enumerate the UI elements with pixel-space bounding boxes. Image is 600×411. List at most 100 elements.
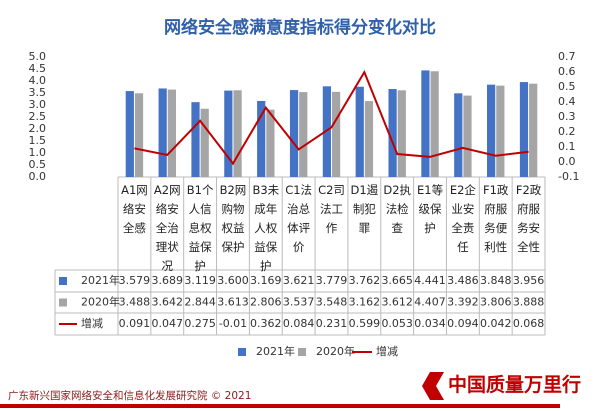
table-legend-key <box>59 277 67 285</box>
bar <box>519 82 529 177</box>
x-tick-label: F2政府服务安全性 <box>515 183 542 254</box>
table-value: 3.612 <box>381 296 413 309</box>
table-value: 3.169 <box>250 274 282 287</box>
bar <box>364 101 374 177</box>
bar <box>454 93 463 177</box>
table-value: -0.01 <box>219 317 247 330</box>
bar <box>397 90 406 177</box>
bar <box>289 90 299 177</box>
legend-label: 2020年 <box>316 344 355 358</box>
bar <box>167 89 176 177</box>
table-value: 3.779 <box>316 274 348 287</box>
table-row-label: 增减 <box>81 316 103 330</box>
table-value: 3.548 <box>316 296 348 309</box>
y-tick-label: 2.0 <box>29 122 47 135</box>
bar <box>463 95 472 177</box>
table-value: 3.642 <box>152 296 184 309</box>
table-value: 0.231 <box>316 317 348 330</box>
x-tick-label: C2司法工作 <box>318 183 345 235</box>
bar <box>125 91 134 177</box>
table-value: 0.047 <box>152 317 184 330</box>
footer-bar <box>0 404 560 408</box>
legend-label: 2021年 <box>256 344 295 358</box>
table-value: 0.091 <box>119 317 151 330</box>
table-value: 3.621 <box>283 274 315 287</box>
bar <box>299 92 308 177</box>
bar <box>191 102 200 177</box>
footer-text: 广东新兴国家网络安全和信息化发展研究院 © 2021 <box>8 389 251 402</box>
bar <box>224 90 233 177</box>
y-tick-label: 2.5 <box>29 110 47 123</box>
bar <box>487 84 496 177</box>
legend-key <box>298 348 306 356</box>
table-value: 0.034 <box>414 317 446 330</box>
table-value: 3.579 <box>119 274 151 287</box>
table-value: 3.537 <box>283 296 315 309</box>
bar <box>332 91 341 177</box>
y2-tick-label: 0.6 <box>558 65 576 78</box>
y2-tick-label: 0.5 <box>558 80 576 93</box>
table-value: 3.888 <box>513 296 545 309</box>
x-tick-label: A2网络安全治理状况 <box>153 183 181 273</box>
x-tick-label: B2网购物权益保护 <box>219 183 247 254</box>
bar <box>496 85 505 177</box>
y-tick-label: 5.0 <box>29 50 47 63</box>
table-value: 3.119 <box>184 274 216 287</box>
bar <box>200 108 209 177</box>
x-tick-label: A1网络安全感 <box>121 183 148 235</box>
chart-title: 网络安全感满意度指标得分变化对比 <box>164 17 436 38</box>
table-value: 3.848 <box>480 274 512 287</box>
table-value: 0.042 <box>480 317 512 330</box>
table-value: 0.084 <box>283 317 315 330</box>
table-value: 3.956 <box>513 274 545 287</box>
line <box>134 69 529 166</box>
legend-key <box>238 348 246 356</box>
table-value: 0.053 <box>381 317 413 330</box>
x-tick-label: F1政府服务便利性 <box>483 183 509 254</box>
table-value: 0.599 <box>349 317 381 330</box>
y-tick-label: 4.0 <box>29 74 47 87</box>
x-tick-label: D1遏制犯罪 <box>350 183 379 235</box>
table-row-label: 2021年 <box>81 273 120 287</box>
legend-label: 增减 <box>376 344 398 358</box>
y-tick-label: 3.5 <box>29 86 47 99</box>
y-tick-label: 1.0 <box>29 146 47 159</box>
bar <box>233 90 242 177</box>
bar <box>257 100 266 177</box>
table-value: 3.488 <box>119 296 151 309</box>
y2-tick-label: 0.3 <box>558 110 576 123</box>
table-value: 3.392 <box>447 296 479 309</box>
table-value: 0.068 <box>513 317 545 330</box>
y-tick-label: 0.0 <box>29 170 47 183</box>
y-tick-label: 0.5 <box>29 158 47 171</box>
table-value: 3.762 <box>349 274 381 287</box>
table-value: 0.094 <box>447 317 479 330</box>
y2-tick-label: -0.1 <box>558 170 579 183</box>
y2-tick-label: 0.2 <box>558 125 576 138</box>
bar <box>158 88 167 177</box>
table-value: 3.613 <box>217 296 249 309</box>
x-tick-label: B3未成年人权益保护 <box>252 183 280 273</box>
y2-tick-label: 0.7 <box>558 50 576 63</box>
x-tick-label: E2企业安全责任 <box>449 183 476 254</box>
y-tick-label: 4.5 <box>29 62 47 75</box>
bar <box>355 86 364 177</box>
table-legend-key <box>59 298 67 307</box>
table-value: 0.275 <box>184 317 216 330</box>
bar <box>430 71 439 177</box>
y2-tick-label: 0.0 <box>558 155 576 168</box>
bar <box>322 86 331 177</box>
y-tick-label: 1.5 <box>29 134 47 147</box>
table-value: 0.362 <box>250 317 282 330</box>
table-value: 2.844 <box>184 296 216 309</box>
x-tick-label: B1个人信息权益保护 <box>186 183 214 273</box>
logo-icon <box>422 372 444 400</box>
bar <box>266 109 275 177</box>
x-tick-label: C1法治总体评价 <box>285 183 313 254</box>
table-row-label: 2020年 <box>81 295 120 309</box>
table-value: 2.806 <box>250 296 282 309</box>
table-value: 3.486 <box>447 274 479 287</box>
table-value: 3.600 <box>217 274 249 287</box>
